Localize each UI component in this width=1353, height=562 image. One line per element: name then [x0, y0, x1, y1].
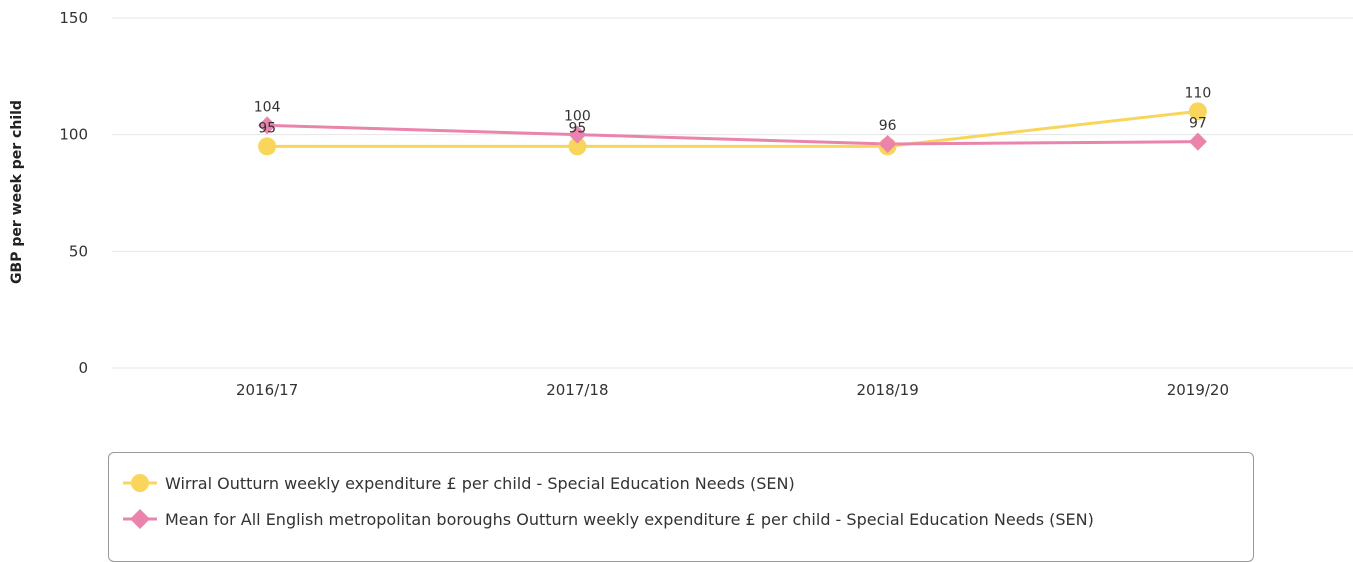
point-marker[interactable] — [878, 135, 897, 153]
point-marker[interactable] — [1188, 132, 1207, 151]
data-label: 97 — [1189, 116, 1207, 132]
legend-item-wirral[interactable]: Wirral Outturn weekly expenditure £ per … — [123, 471, 795, 495]
point-marker[interactable] — [1188, 102, 1207, 121]
x-tick-label: 2019/20 — [1167, 381, 1229, 399]
y-tick-label: 50 — [69, 242, 88, 260]
legend-label-mean: Mean for All English metropolitan boroug… — [165, 509, 1094, 529]
point-marker[interactable] — [568, 125, 587, 144]
y-axis-title: GBP per week per child — [9, 100, 25, 284]
gridlines — [112, 17, 1353, 369]
series-line-0 — [267, 109, 1199, 148]
x-tick-label: 2016/17 — [236, 381, 298, 399]
legend-item-mean[interactable]: Mean for All English metropolitan boroug… — [123, 507, 1094, 531]
y-axis-ticks: 0 50 100 150 — [59, 9, 88, 377]
data-labels-layer: 95 95 110 104 100 96 97 — [254, 85, 1211, 136]
x-axis-ticks: 2016/17 2017/18 2018/19 2019/20 — [236, 381, 1229, 399]
point-marker[interactable] — [568, 137, 587, 156]
series-layer — [258, 102, 1207, 156]
data-label: 96 — [879, 118, 897, 134]
legend-swatch-wirral — [123, 474, 157, 492]
point-marker[interactable] — [258, 116, 277, 135]
point-marker[interactable] — [258, 137, 277, 156]
y-tick-label: 150 — [59, 9, 88, 27]
series-line-1 — [267, 123, 1198, 146]
legend-label-wirral: Wirral Outturn weekly expenditure £ per … — [165, 473, 795, 493]
line-chart: 0 50 100 150 2016/17 2017/18 2018/19 2019/20 G… — [9, 9, 1353, 399]
x-tick-label: 2017/18 — [546, 381, 608, 399]
legend-swatch-mean — [123, 509, 157, 529]
y-tick-label: 100 — [59, 126, 88, 144]
data-label: 95 — [568, 120, 586, 136]
y-tick-label: 0 — [78, 359, 88, 377]
data-label: 100 — [564, 109, 591, 125]
x-tick-label: 2018/19 — [856, 381, 918, 399]
data-label: 104 — [254, 99, 281, 115]
data-label: 95 — [258, 120, 276, 136]
data-label: 110 — [1185, 85, 1212, 101]
legend: Wirral Outturn weekly expenditure £ per … — [108, 452, 1254, 562]
